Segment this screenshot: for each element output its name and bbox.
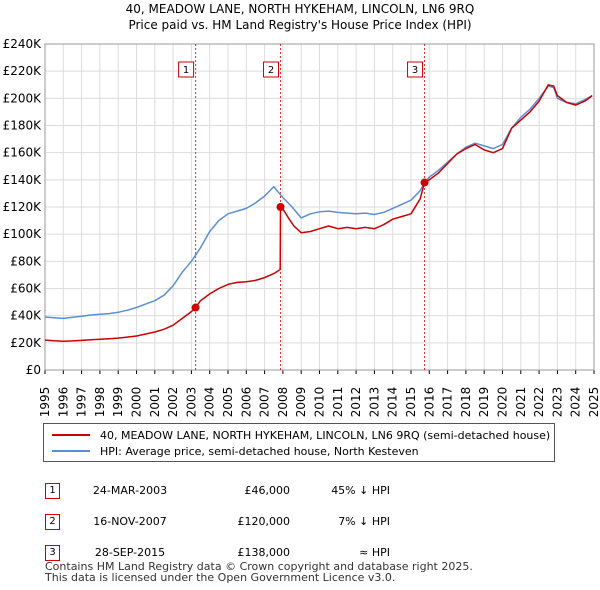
sale-hpi-relation: ≈ HPI (359, 546, 390, 559)
table-row: 3 28-SEP-2015 £138,000 ≈ HPI (40, 537, 390, 568)
x-tick-label: 1998 (93, 387, 107, 418)
x-tick-label: 1999 (111, 387, 125, 418)
sale-marker-box (407, 61, 424, 78)
x-tick-label: 2003 (184, 387, 198, 418)
footer-licence: This data is licensed under the Open Gov… (45, 571, 396, 584)
x-tick-label: 2025 (587, 387, 600, 418)
y-tick-label: £40K (10, 309, 42, 323)
x-tick-label: 2013 (367, 387, 381, 418)
x-tick-label: 2011 (331, 387, 345, 418)
sale-marker-box (178, 61, 195, 78)
sales-table: 1 24-MAR-2003 £46,000 45% ↓ HPI 2 16-NOV… (40, 475, 390, 568)
footer-copyright: Contains HM Land Registry data © Crown c… (45, 560, 473, 573)
chart-title-line1: 40, MEADOW LANE, NORTH HYKEHAM, LINCOLN,… (125, 2, 475, 16)
sale-hpi-relation: 45% ↓ HPI (331, 484, 390, 497)
legend: 40, MEADOW LANE, NORTH HYKEHAM, LINCOLN,… (43, 423, 555, 462)
sale-number-badge: 1 (45, 482, 60, 499)
price-paid-series-line (44, 84, 593, 342)
footer: Contains HM Land Registry data © Crown c… (45, 561, 473, 583)
sale-point (420, 178, 429, 187)
legend-item-price-paid: 40, MEADOW LANE, NORTH HYKEHAM, LINCOLN,… (52, 427, 550, 443)
axes: £0 £20K £40K £60K £80K £100K £120K £140K £160K £1… (3, 37, 600, 417)
sale-markers: 1 2 3 (178, 61, 429, 312)
sale-date: 28-SEP-2015 (94, 546, 166, 559)
x-tick-label: 2015 (404, 387, 418, 418)
y-tick-label: £120K (3, 200, 43, 214)
x-tick-label: 2005 (221, 387, 235, 418)
x-tick-label: 1997 (75, 387, 89, 418)
x-tick-label: 2006 (239, 387, 253, 418)
sale-marker-label: 1 (183, 65, 189, 76)
series (44, 84, 593, 342)
table-row: 1 24-MAR-2003 £46,000 45% ↓ HPI (40, 475, 390, 506)
sale-number-badge: 2 (45, 513, 60, 530)
y-tick-label: £160K (3, 146, 43, 160)
y-tick-label: £200K (3, 91, 43, 105)
sale-price: £138,000 (237, 546, 291, 559)
y-tick-label: £240K (3, 37, 43, 51)
sale-hpi-relation: 7% ↓ HPI (338, 515, 390, 528)
sale-point (276, 203, 285, 211)
x-tick-label: 2016 (422, 387, 436, 418)
x-tick-label: 2019 (477, 387, 491, 418)
legend-label-hpi: HPI: Average price, semi-detached house,… (100, 444, 419, 458)
y-tick-label: £20K (10, 336, 42, 350)
y-tick-label: £0 (26, 363, 41, 377)
x-tick-label: 2002 (166, 387, 180, 418)
hpi-series-line (44, 85, 593, 320)
x-tick-label: 2007 (258, 387, 272, 418)
chart-title-line2: Price paid vs. HM Land Registry's House … (128, 18, 472, 32)
plot-border (44, 43, 595, 371)
y-tick-label: £140K (3, 173, 43, 187)
y-tick-label: £180K (3, 119, 43, 133)
sale-price: £46,000 (244, 484, 291, 497)
x-tick-label: 2018 (459, 387, 473, 418)
x-tick-label: 2023 (550, 387, 564, 418)
x-tick-label: 2001 (148, 387, 162, 418)
y-tick-label: £220K (3, 64, 43, 78)
price-chart: £0 £20K £40K £60K £80K £100K £120K £140K £160K £1… (3, 37, 600, 417)
x-tick-label: 2004 (203, 387, 217, 418)
x-tick-label: 1995 (38, 387, 52, 418)
y-tick-label: £80K (10, 254, 42, 268)
sale-price: £120,000 (237, 515, 291, 528)
x-tick-label: 2009 (294, 387, 308, 418)
x-tick-label: 2020 (496, 387, 510, 418)
x-tick-label: 2021 (514, 387, 528, 418)
table-row: 2 16-NOV-2007 £120,000 7% ↓ HPI (40, 506, 390, 537)
x-tick-label: 2022 (532, 387, 546, 418)
sale-point (191, 303, 200, 312)
x-tick-label: 2024 (569, 387, 583, 418)
sale-marker-label: 2 (268, 65, 274, 76)
x-tick-label: 2017 (441, 387, 455, 418)
sale-marker-label: 3 (412, 65, 418, 76)
legend-swatch-price-paid (52, 434, 90, 436)
legend-label-price-paid: 40, MEADOW LANE, NORTH HYKEHAM, LINCOLN,… (100, 428, 551, 442)
x-tick-label: 2008 (276, 387, 290, 418)
x-tick-label: 1996 (56, 387, 70, 418)
x-tick-label: 2000 (130, 387, 144, 418)
sale-date: 16-NOV-2007 (93, 515, 167, 528)
grid (44, 43, 595, 371)
legend-swatch-hpi (52, 450, 90, 452)
x-tick-label: 2012 (349, 387, 363, 418)
sale-marker-box (263, 61, 280, 78)
x-tick-label: 2014 (386, 387, 400, 418)
sale-date: 24-MAR-2003 (92, 484, 168, 497)
sale-number-badge: 3 (45, 544, 60, 561)
y-tick-label: £100K (3, 227, 43, 241)
x-tick-label: 2010 (313, 387, 327, 418)
y-tick-label: £60K (10, 282, 42, 296)
legend-item-hpi: HPI: Average price, semi-detached house,… (52, 443, 419, 459)
